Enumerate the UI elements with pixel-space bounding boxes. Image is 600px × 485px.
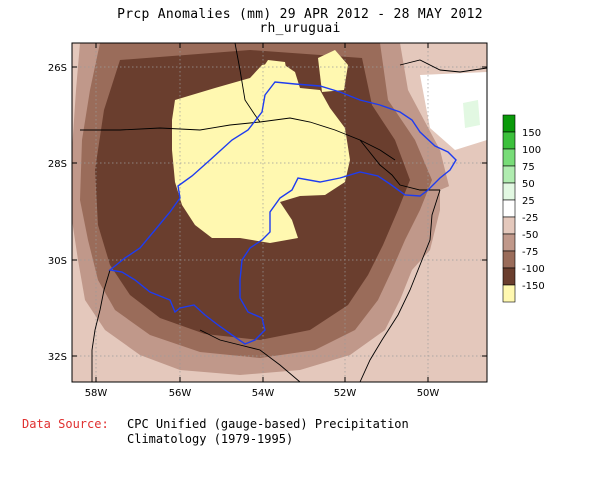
y-tick-label: 26S: [48, 63, 67, 74]
legend-label: 100: [522, 145, 541, 156]
field-near-zero-patch: [420, 72, 487, 150]
map-title: Prcp Anomalies (mm) 29 APR 2012 - 28 MAY…: [117, 7, 483, 22]
field-coast-light: [390, 170, 487, 382]
field-level-below-150: [172, 62, 350, 243]
data-source-climatology: Climatology (1979-1995): [127, 432, 294, 446]
x-tick-label: 54W: [252, 388, 275, 399]
field-yellow-patch-north: [258, 60, 288, 80]
coastline-east: [359, 189, 441, 382]
map-field: [72, 43, 487, 382]
x-tick-label: 56W: [169, 388, 192, 399]
field-positive-patch: [463, 100, 480, 128]
legend-label: 25: [522, 196, 535, 207]
legend-swatch: [502, 114, 516, 133]
data-source-text: CPC Unified (gauge-based) Precipitation: [127, 417, 409, 431]
border-river-north: [359, 139, 440, 191]
legend-label: 150: [522, 128, 541, 139]
x-tick-labels: 58W 56W 54W 52W 50W: [85, 388, 440, 399]
legend-label: 50: [522, 179, 535, 190]
x-tick-label: 52W: [334, 388, 357, 399]
legend-swatch: [502, 216, 516, 235]
legend-swatch: [502, 199, 516, 218]
legend-swatch: [502, 267, 516, 286]
graticule: [72, 43, 487, 382]
field-yellow-patch-northeast: [318, 50, 348, 92]
coastline-northeast: [399, 59, 487, 73]
x-tick-label: 58W: [85, 388, 108, 399]
legend-swatch: [502, 131, 516, 150]
legend-swatch: [502, 233, 516, 252]
legend-label: 75: [522, 162, 535, 173]
legend-label: -100: [522, 264, 545, 275]
legend-swatch: [502, 284, 516, 303]
border-central: [234, 43, 261, 123]
basin-boundary: [108, 81, 457, 345]
border-west: [91, 269, 111, 382]
country-borders: [80, 43, 487, 382]
y-tick-labels: 26S 28S 30S 32S: [48, 63, 67, 363]
y-tick-label: 32S: [48, 352, 67, 363]
legend-swatch: [502, 148, 516, 167]
x-tick-label: 50W: [417, 388, 440, 399]
border-north: [80, 117, 396, 161]
map-subtitle: rh_uruguai: [259, 21, 341, 36]
y-tick-label: 30S: [48, 256, 67, 267]
axis-ticks: [72, 43, 487, 382]
legend-swatch: [502, 182, 516, 201]
color-legend: 150 100 75 50 25 -25 -50 -75 -100 -150: [502, 114, 545, 303]
legend-label: -75: [522, 247, 538, 258]
legend-label: -150: [522, 281, 545, 292]
legend-label: -25: [522, 213, 538, 224]
legend-label: -50: [522, 230, 538, 241]
plot-frame: [71, 42, 488, 383]
y-tick-label: 28S: [48, 159, 67, 170]
legend-swatch: [502, 250, 516, 269]
border-south: [199, 329, 301, 382]
legend-swatch: [502, 165, 516, 184]
data-source-label: Data Source:: [22, 417, 109, 431]
